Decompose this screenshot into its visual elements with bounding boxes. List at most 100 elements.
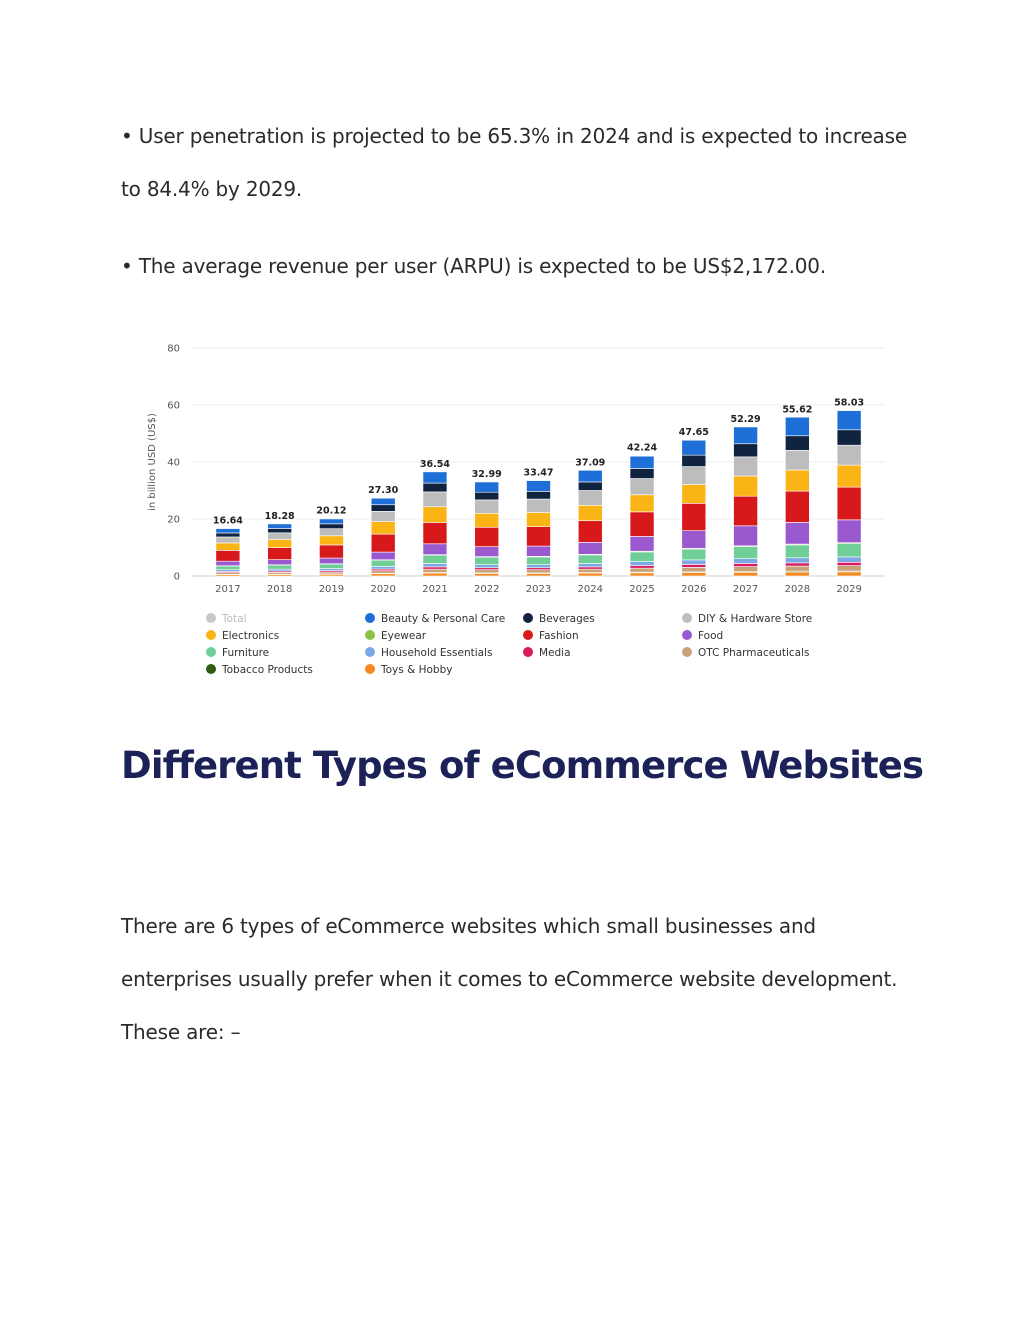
arpu-paragraph: • The average revenue per user (ARPU) is… (121, 254, 826, 278)
legend-marker (682, 630, 692, 640)
legend-marker (682, 613, 692, 623)
section-heading: Different Types of eCommerce Websites (121, 744, 924, 787)
bar-segment (629, 561, 655, 566)
legend-label: Electronics (222, 630, 279, 642)
bar-segment (319, 544, 344, 559)
bar-total-label: 52.29 (731, 414, 761, 425)
bar-segment (785, 557, 810, 564)
bar-segment (785, 435, 810, 451)
bar-segment (577, 566, 603, 570)
bar-segment (629, 478, 655, 496)
revenue-chart: 0 20 40 60 80 in billion USD (US$) 16.64 2017 18… (140, 330, 905, 690)
bar-segment (370, 573, 396, 577)
bar-segment (785, 469, 810, 492)
bar-segment (267, 532, 292, 540)
bar-segment (785, 562, 810, 567)
bar-segment (681, 530, 707, 549)
x-tick-label: 2029 (836, 584, 861, 595)
y-tick-label: 80 (167, 344, 180, 355)
bar-segment (319, 563, 344, 569)
x-tick-label: 2020 (370, 584, 395, 595)
bar-segment (370, 566, 396, 570)
bar-total-label: 37.09 (575, 457, 605, 468)
legend-marker (206, 613, 216, 623)
y-tick-label: 60 (167, 401, 180, 412)
bar-segment (370, 511, 396, 522)
bar-segment (681, 567, 707, 573)
bar-segment (526, 512, 551, 527)
bar-segment (526, 556, 551, 565)
bar-segment (629, 455, 655, 469)
bar-segment (836, 543, 862, 558)
bar-total-label: 55.62 (782, 404, 812, 415)
bar-total-label: 42.24 (627, 443, 657, 454)
bar-total-label: 36.54 (420, 459, 450, 470)
legend-marker (365, 664, 375, 674)
bar-segment (836, 519, 862, 543)
legend-marker (523, 647, 533, 657)
bar-segment (422, 471, 448, 484)
bar-segment (681, 548, 707, 561)
legend-label: Beverages (539, 613, 595, 625)
bar-segment (733, 546, 758, 559)
bar-segment (577, 520, 603, 543)
bar-segment (422, 491, 448, 508)
legend-marker (523, 630, 533, 640)
bar-segment (422, 568, 448, 573)
bar-segment (319, 535, 344, 546)
bar-segment (526, 498, 551, 513)
bar-segment (267, 559, 292, 566)
bar-segment (526, 526, 551, 547)
bar-segment (370, 504, 396, 512)
bar-segment (785, 522, 810, 545)
bar-segment (474, 564, 500, 569)
bar-segment (526, 569, 551, 574)
x-tick-label: 2019 (319, 584, 344, 595)
bar-segment (215, 532, 241, 538)
bar-segment (370, 559, 396, 567)
bar-segment (681, 503, 707, 531)
bar-segment (785, 450, 810, 471)
bar-segment (733, 563, 758, 567)
x-tick-label: 2028 (785, 584, 810, 595)
bar-segment (629, 565, 655, 569)
x-tick-label: 2017 (215, 584, 240, 595)
bar-segment (785, 490, 810, 523)
bar-segment (836, 571, 862, 577)
bar-segment (370, 570, 396, 574)
bar-segment (267, 523, 292, 529)
bar-segment (785, 544, 810, 559)
bar-segment (629, 511, 655, 537)
bar-segment (577, 554, 603, 564)
revenue-chart-svg: 0 20 40 60 80 in billion USD (US$) 16.64 2017 18… (147, 344, 885, 676)
bar-segment (422, 543, 448, 555)
bar-segment (215, 560, 241, 567)
bar-segment (267, 564, 292, 570)
legend-marker (365, 647, 375, 657)
bar-segment (370, 497, 396, 506)
y-tick-label: 40 (167, 458, 180, 469)
bar-segment (526, 491, 551, 500)
bar-segment (474, 573, 500, 577)
bar-segment (785, 416, 810, 437)
bar-segment (629, 572, 655, 577)
bar-segment (785, 571, 810, 577)
bar-segment (267, 539, 292, 548)
bar-segment (370, 551, 396, 561)
legend-label: Fashion (539, 630, 579, 642)
bar-segment (733, 558, 758, 564)
bar-segment (526, 480, 551, 492)
bar-segment (319, 518, 344, 525)
bar-segment (733, 443, 758, 458)
bar-segment (474, 556, 500, 565)
legend-label: Eyewear (381, 630, 427, 642)
bar-segment (319, 523, 344, 529)
bar-segment (629, 567, 655, 573)
bar-segment (733, 566, 758, 572)
bar-segment (370, 521, 396, 535)
bar-segment (629, 494, 655, 513)
bar-segment (681, 559, 707, 565)
bar-total-label: 18.28 (265, 511, 295, 522)
bar-segment (629, 536, 655, 552)
bar-segment (526, 573, 551, 577)
